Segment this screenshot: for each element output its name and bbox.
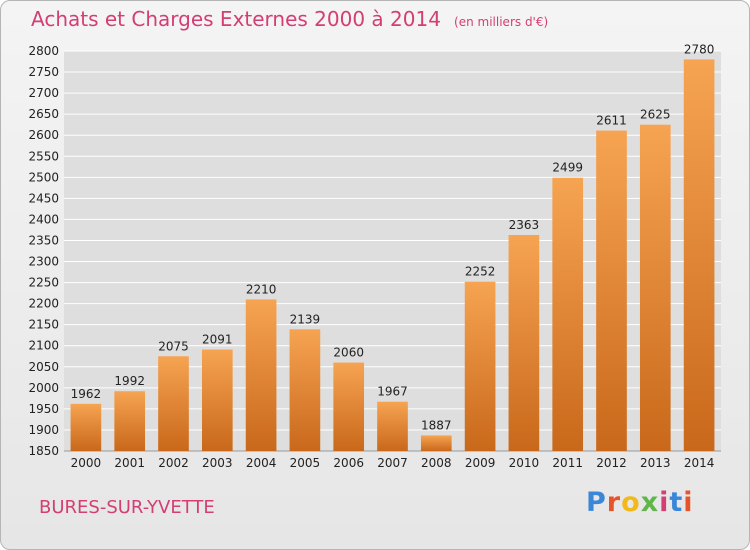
x-tick-label: 2013 xyxy=(640,456,671,470)
data-label: 2611 xyxy=(596,114,627,128)
data-label: 1962 xyxy=(71,387,102,401)
data-label: 2363 xyxy=(509,218,540,232)
x-tick-label: 2008 xyxy=(421,456,452,470)
data-label: 2499 xyxy=(552,161,583,175)
logo-letter: o xyxy=(621,487,641,518)
bar-2004 xyxy=(245,299,277,451)
y-tick-label: 1850 xyxy=(28,444,59,458)
y-tick-label: 2600 xyxy=(28,128,59,142)
x-tick-label: 2009 xyxy=(465,456,496,470)
data-label: 2075 xyxy=(158,339,189,353)
y-tick-label: 2800 xyxy=(28,44,59,58)
logo-letter: i xyxy=(659,487,670,518)
data-labels: 1962 1992 2075 2091 2210 2139 2060 1967 1887 2252… xyxy=(71,42,715,432)
y-tick-label: 2200 xyxy=(28,297,59,311)
x-tick-label: 2010 xyxy=(509,456,540,470)
bars xyxy=(70,59,715,452)
x-tick-label: 2006 xyxy=(333,456,364,470)
data-label: 2625 xyxy=(640,108,671,122)
y-tick-label: 2650 xyxy=(28,107,59,121)
y-tick-label: 1950 xyxy=(28,402,59,416)
data-label: 2139 xyxy=(290,312,321,326)
y-tick-label: 2250 xyxy=(28,276,59,290)
data-label: 1967 xyxy=(377,385,408,399)
y-tick-label: 2300 xyxy=(28,255,59,269)
commune-name: BURES-SUR-YVETTE xyxy=(39,497,215,518)
y-tick-label: 1900 xyxy=(28,423,59,437)
y-tick-label: 2550 xyxy=(28,149,59,163)
bar-2011 xyxy=(552,177,584,451)
y-tick-label: 2750 xyxy=(28,65,59,79)
bar-2005 xyxy=(289,329,321,451)
x-axis-ticks: 2000 2001 2002 2003 2004 2005 2006 2007 2008 2009… xyxy=(71,456,715,470)
data-label: 1992 xyxy=(114,374,145,388)
chart-title-text: Achats et Charges Externes 2000 à 2014 xyxy=(31,7,441,31)
bar-2006 xyxy=(333,362,365,451)
chart-unit-note: (en milliers d'€) xyxy=(454,15,549,29)
x-tick-label: 2012 xyxy=(596,456,627,470)
y-tick-label: 2000 xyxy=(28,381,59,395)
x-tick-label: 2007 xyxy=(377,456,408,470)
bar-2002 xyxy=(158,356,189,451)
bar-2012 xyxy=(596,130,627,451)
x-tick-label: 2002 xyxy=(158,456,189,470)
data-label: 2210 xyxy=(246,282,277,296)
data-label: 2091 xyxy=(202,333,233,347)
y-tick-label: 2350 xyxy=(28,233,59,247)
x-tick-label: 2001 xyxy=(114,456,145,470)
x-tick-label: 2004 xyxy=(246,456,277,470)
y-tick-label: 2450 xyxy=(28,191,59,205)
logo-letter: P xyxy=(586,487,607,518)
bar-2001 xyxy=(114,391,146,451)
data-label: 2060 xyxy=(333,346,364,360)
y-tick-label: 2500 xyxy=(28,170,59,184)
logo-letter: t xyxy=(669,487,684,518)
x-tick-label: 2011 xyxy=(552,456,583,470)
chart-title: Achats et Charges Externes 2000 à 2014 (… xyxy=(31,7,548,31)
y-tick-label: 2400 xyxy=(28,212,59,226)
y-tick-label: 2150 xyxy=(28,318,59,332)
data-label: 2252 xyxy=(465,265,496,279)
bar-2013 xyxy=(639,124,671,452)
y-tick-label: 2700 xyxy=(28,86,59,100)
x-tick-label: 2005 xyxy=(290,456,321,470)
proxiti-logo: Proxiti xyxy=(586,487,694,518)
data-label: 2780 xyxy=(684,42,715,56)
bar-2009 xyxy=(464,281,496,451)
x-tick-label: 2003 xyxy=(202,456,233,470)
bar-2000 xyxy=(70,403,102,451)
bar-2008 xyxy=(420,435,452,451)
bar-2014 xyxy=(683,59,715,451)
logo-letter: i xyxy=(683,487,694,518)
bar-2003 xyxy=(201,349,233,451)
x-tick-label: 2014 xyxy=(684,456,715,470)
y-tick-label: 2100 xyxy=(28,339,59,353)
bar-2007 xyxy=(377,401,408,451)
y-tick-label: 2050 xyxy=(28,360,59,374)
x-tick-label: 2000 xyxy=(71,456,102,470)
bar-2010 xyxy=(508,235,540,451)
data-label: 1887 xyxy=(421,418,452,432)
logo-letter: x xyxy=(640,487,660,518)
y-axis-ticks: 1850 1900 1950 2000 2050 2100 2150 2200 2250 2300… xyxy=(28,44,59,458)
logo-letter: r xyxy=(606,487,622,518)
